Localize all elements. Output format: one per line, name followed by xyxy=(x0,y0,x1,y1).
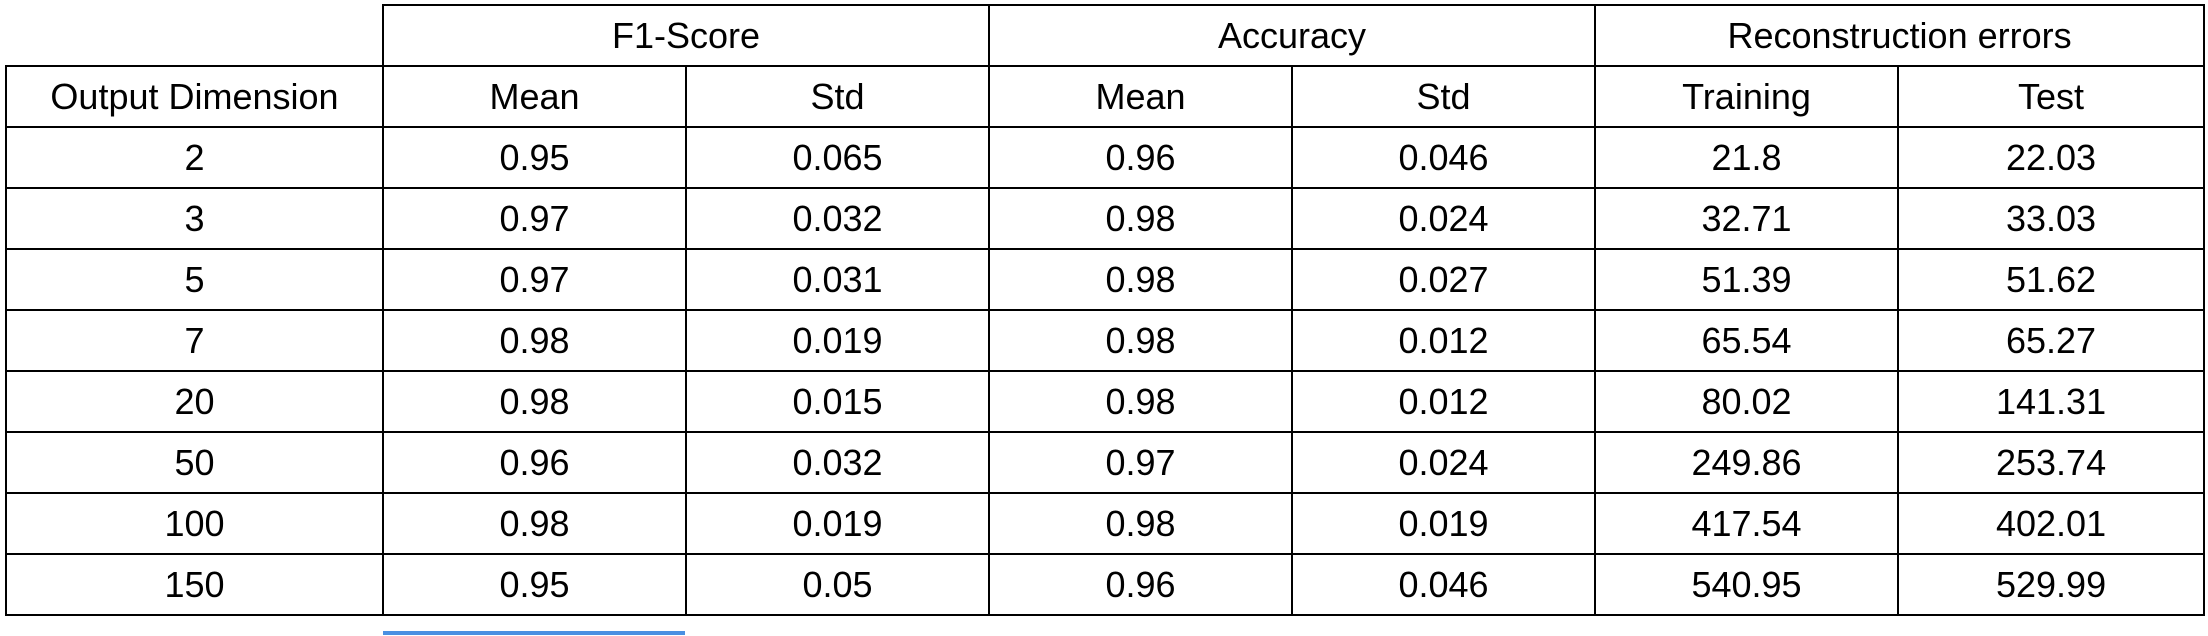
cell-reconstruction-test[interactable]: 65.27 xyxy=(1897,309,2206,372)
cell-accuracy-std[interactable]: 0.019 xyxy=(1291,492,1597,555)
cell-reconstruction-training[interactable]: 65.54 xyxy=(1594,309,1900,372)
table-row: 50 0.96 0.032 0.97 0.024 249.86 253.74 xyxy=(5,431,2206,494)
header-f1-mean[interactable]: Mean xyxy=(382,65,687,128)
cell-f1-mean[interactable]: 0.98 xyxy=(382,370,687,433)
cell-f1-mean[interactable]: 0.97 xyxy=(382,187,687,250)
cell-f1-mean[interactable]: 0.95 xyxy=(382,126,687,189)
cell-f1-std[interactable]: 0.032 xyxy=(684,431,991,494)
cell-reconstruction-test[interactable]: 402.01 xyxy=(1897,492,2206,555)
cell-reconstruction-test[interactable]: 33.03 xyxy=(1897,187,2206,250)
sub-header-row: Output Dimension Mean Std Mean Std Train… xyxy=(5,65,2206,128)
group-header-reconstruction-errors[interactable]: Reconstruction errors xyxy=(1594,4,2206,67)
header-accuracy-std[interactable]: Std xyxy=(1291,65,1597,128)
cell-output-dimension[interactable]: 20 xyxy=(5,370,384,433)
cell-f1-mean[interactable]: 0.96 xyxy=(382,431,687,494)
cell-accuracy-mean[interactable]: 0.96 xyxy=(988,553,1294,616)
group-header-accuracy[interactable]: Accuracy xyxy=(988,4,1597,67)
cell-f1-std[interactable]: 0.031 xyxy=(684,248,991,311)
cell-reconstruction-training[interactable]: 249.86 xyxy=(1594,431,1900,494)
cell-f1-mean[interactable]: 0.97 xyxy=(382,248,687,311)
cell-reconstruction-test[interactable]: 22.03 xyxy=(1897,126,2206,189)
cell-accuracy-std[interactable]: 0.024 xyxy=(1291,187,1597,250)
table-row: 5 0.97 0.031 0.98 0.027 51.39 51.62 xyxy=(5,248,2206,311)
cell-accuracy-std[interactable]: 0.012 xyxy=(1291,309,1597,372)
corner-cell xyxy=(5,4,384,67)
cell-f1-mean[interactable]: 0.98 xyxy=(382,309,687,372)
cell-reconstruction-training[interactable]: 51.39 xyxy=(1594,248,1900,311)
cell-f1-std[interactable]: 0.05 xyxy=(684,553,991,616)
cell-reconstruction-test[interactable]: 529.99 xyxy=(1897,553,2206,616)
cell-reconstruction-training[interactable]: 417.54 xyxy=(1594,492,1900,555)
cell-reconstruction-training[interactable]: 21.8 xyxy=(1594,126,1900,189)
cell-output-dimension[interactable]: 150 xyxy=(5,553,384,616)
table-row: 150 0.95 0.05 0.96 0.046 540.95 529.99 xyxy=(5,553,2206,616)
table-row: 20 0.98 0.015 0.98 0.012 80.02 141.31 xyxy=(5,370,2206,433)
group-header-f1-score[interactable]: F1-Score xyxy=(381,4,991,67)
cell-reconstruction-training[interactable]: 32.71 xyxy=(1594,187,1900,250)
cell-accuracy-mean[interactable]: 0.98 xyxy=(988,309,1294,372)
table-row: 100 0.98 0.019 0.98 0.019 417.54 402.01 xyxy=(5,492,2206,555)
cell-output-dimension[interactable]: 100 xyxy=(5,492,384,555)
cell-accuracy-mean[interactable]: 0.97 xyxy=(988,431,1294,494)
cell-accuracy-std[interactable]: 0.027 xyxy=(1291,248,1597,311)
cell-accuracy-mean[interactable]: 0.98 xyxy=(988,492,1294,555)
header-output-dimension[interactable]: Output Dimension xyxy=(5,65,384,128)
cell-f1-std[interactable]: 0.015 xyxy=(684,370,991,433)
table-row: 7 0.98 0.019 0.98 0.012 65.54 65.27 xyxy=(5,309,2206,372)
cell-output-dimension[interactable]: 50 xyxy=(5,431,384,494)
cell-output-dimension[interactable]: 5 xyxy=(5,248,384,311)
cell-accuracy-std[interactable]: 0.012 xyxy=(1291,370,1597,433)
cell-accuracy-mean[interactable]: 0.98 xyxy=(988,248,1294,311)
table-row: 2 0.95 0.065 0.96 0.046 21.8 22.03 xyxy=(5,126,2206,189)
cell-output-dimension[interactable]: 7 xyxy=(5,309,384,372)
cell-output-dimension[interactable]: 3 xyxy=(5,187,384,250)
cell-output-dimension[interactable]: 2 xyxy=(5,126,384,189)
cell-accuracy-mean[interactable]: 0.96 xyxy=(988,126,1294,189)
results-table: F1-Score Accuracy Reconstruction errors … xyxy=(5,4,2206,616)
cell-f1-mean[interactable]: 0.95 xyxy=(382,553,687,616)
header-reconstruction-test[interactable]: Test xyxy=(1897,65,2206,128)
cell-accuracy-mean[interactable]: 0.98 xyxy=(988,187,1294,250)
header-accuracy-mean[interactable]: Mean xyxy=(988,65,1294,128)
cell-f1-std[interactable]: 0.019 xyxy=(684,492,991,555)
cell-reconstruction-test[interactable]: 253.74 xyxy=(1897,431,2206,494)
cell-f1-std[interactable]: 0.019 xyxy=(684,309,991,372)
cell-reconstruction-test[interactable]: 51.62 xyxy=(1897,248,2206,311)
table-row: 3 0.97 0.032 0.98 0.024 32.71 33.03 xyxy=(5,187,2206,250)
cell-accuracy-std[interactable]: 0.046 xyxy=(1291,553,1597,616)
cell-f1-mean[interactable]: 0.98 xyxy=(382,492,687,555)
cell-f1-std[interactable]: 0.065 xyxy=(684,126,991,189)
cell-selection-indicator xyxy=(383,631,685,635)
header-f1-std[interactable]: Std xyxy=(684,65,991,128)
cell-reconstruction-test[interactable]: 141.31 xyxy=(1897,370,2206,433)
cell-reconstruction-training[interactable]: 80.02 xyxy=(1594,370,1900,433)
cell-f1-std[interactable]: 0.032 xyxy=(684,187,991,250)
header-reconstruction-training[interactable]: Training xyxy=(1594,65,1900,128)
cell-accuracy-std[interactable]: 0.024 xyxy=(1291,431,1597,494)
cell-accuracy-std[interactable]: 0.046 xyxy=(1291,126,1597,189)
group-header-row: F1-Score Accuracy Reconstruction errors xyxy=(5,4,2206,67)
cell-reconstruction-training[interactable]: 540.95 xyxy=(1594,553,1900,616)
cell-accuracy-mean[interactable]: 0.98 xyxy=(988,370,1294,433)
